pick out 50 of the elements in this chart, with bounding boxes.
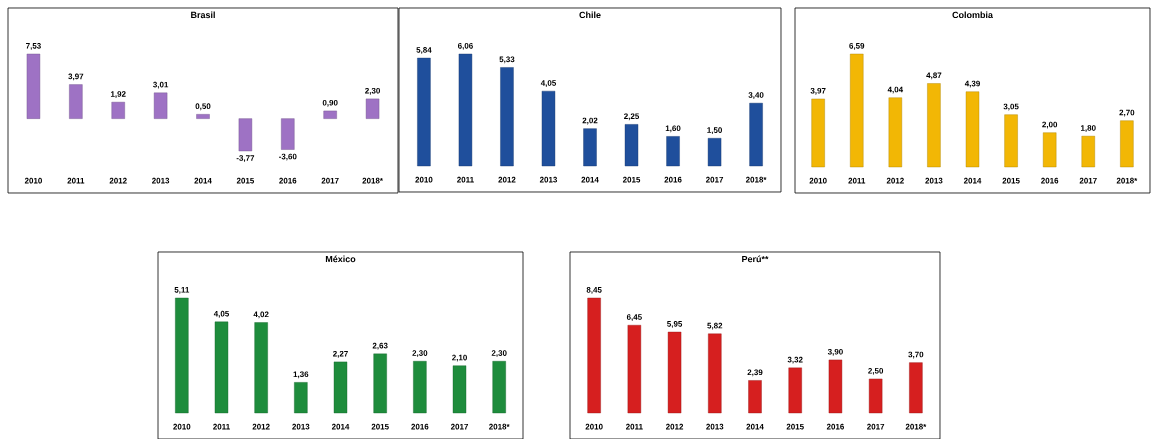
bar (828, 359, 843, 413)
bar (1081, 135, 1095, 168)
bar (238, 118, 253, 152)
bar (413, 360, 427, 413)
bar (587, 297, 601, 413)
bar (909, 362, 923, 413)
bar (1004, 114, 1018, 168)
bar (26, 53, 41, 119)
bar (214, 321, 229, 413)
bar (624, 124, 639, 167)
bar (373, 353, 387, 413)
bar (111, 101, 125, 119)
bar (707, 137, 722, 167)
bar (452, 365, 467, 413)
bar (748, 380, 762, 413)
bar (1042, 132, 1057, 168)
bar (294, 382, 308, 413)
bar (492, 360, 506, 413)
bar (254, 322, 268, 413)
bar (965, 91, 980, 168)
bar (666, 136, 680, 167)
bar (153, 92, 168, 119)
chart-title: Brasil (191, 11, 215, 18)
bar (417, 57, 431, 167)
bar (196, 113, 210, 119)
bar (888, 97, 903, 168)
bar (927, 83, 941, 168)
bar (365, 98, 380, 119)
chart-title: Colombia (952, 11, 993, 18)
bar (868, 378, 883, 413)
bar (850, 53, 864, 168)
bar (811, 98, 825, 168)
bar (788, 367, 802, 413)
chart-title: México (325, 255, 356, 263)
bar (583, 128, 597, 167)
chart-title: Perú** (742, 255, 769, 263)
chart-title: Chile (579, 11, 601, 18)
bar (500, 67, 514, 167)
bar (175, 297, 189, 413)
bar (333, 361, 348, 413)
bar (1120, 120, 1134, 168)
bar (749, 102, 763, 167)
bar (541, 90, 556, 167)
bar (708, 333, 722, 413)
bar (627, 324, 642, 413)
bar (281, 118, 295, 150)
bar (458, 53, 473, 167)
bar (323, 110, 337, 119)
bar (69, 84, 83, 119)
bar (667, 331, 682, 413)
